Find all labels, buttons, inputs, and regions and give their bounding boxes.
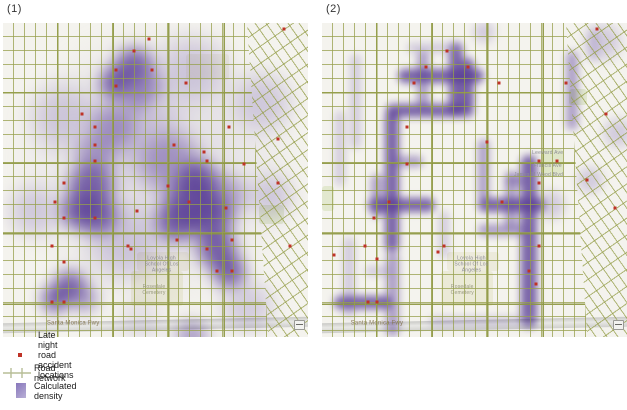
map-canvas-network-kde: Leeward Ave Francis Ave James M Wood Blvd L… [322,23,627,337]
accident-dot [50,300,54,304]
accident-dot [62,300,66,304]
accident-dot [175,238,179,242]
accident-dot [129,247,133,251]
accident-dot [442,244,446,248]
map-label: Loyola High School Of Los Angeles [454,255,489,274]
accident-dot [62,260,66,264]
map-canvas-planar-kde: Loyola High School Of Los Angeles Rosedal… [3,23,308,337]
accident-dot [147,37,151,41]
map-attribution-icon [294,320,305,330]
accident-dot [62,181,66,185]
panel-1-label: (1) [7,3,22,15]
accident-dot [613,206,617,210]
accident-dot [93,216,96,220]
accident-dot [595,27,598,31]
map-attribution-icon [613,320,624,330]
map-label: Santa Monica Fwy [350,320,404,327]
map-label: Santa Monica Fwy [46,320,100,327]
accident-dot [62,216,66,220]
accident-dot [93,143,96,147]
accident-dot [93,159,96,163]
panel-2-label: (2) [326,3,341,15]
road-network-grid [322,23,588,337]
accident-dot [405,125,409,129]
map-label: Leeward Ave [532,150,564,157]
map-panel-1: (1) Loyola High School Of Los Angeles Ros… [3,0,308,345]
accident-dot [412,81,415,85]
accident-dot [205,247,209,251]
accident-dot [242,162,246,166]
accident-dot [466,65,470,69]
accident-dot [202,150,206,154]
accident-dot [445,49,449,53]
accident-dot [50,244,54,248]
accident-dot [184,81,188,85]
road-network-grid [3,23,269,337]
road-network-swatch-icon [3,368,31,378]
accident-dot [276,137,279,141]
accident-dot [80,112,84,116]
accident-dot [332,253,336,257]
map-label: Rosedale Cemetery [450,283,474,296]
accident-dot [436,250,440,254]
legend: Late night road accident locations Road … [0,330,320,410]
map-panel-2: (2) Leeward Ave Francis Ave James M Wood B… [322,0,627,345]
accident-dot [537,181,541,185]
accident-dot [114,84,118,88]
accident-dot [282,27,286,31]
accident-dot [564,81,568,85]
accident-dot [93,125,96,129]
accident-dot [126,244,130,248]
accident-dot [537,159,541,163]
accident-dot [166,184,170,188]
accident-dot [604,112,608,116]
accident-dot [485,140,489,144]
accident-dot [132,49,136,53]
accident-dot [387,200,391,204]
accident-dot [366,300,370,304]
accident-dot [424,65,428,69]
accident-dot [497,81,501,85]
map-label: James M Wood Blvd [513,172,564,179]
accident-dot [230,238,234,242]
accident-dot [53,200,57,204]
accident-dot [405,162,409,166]
legend-label-density: Calculated density [34,381,77,401]
map-label: Rosedale Cemetery [142,283,166,296]
accident-dot [527,269,531,273]
accident-dot [375,257,379,260]
density-swatch [16,383,26,398]
accident-dot [114,68,118,72]
accident-dot [215,269,218,273]
accident-dot [135,209,139,213]
accident-point-swatch [18,353,22,357]
accident-dot [224,206,228,210]
legend-label-road-network: Road network [34,363,66,383]
accident-dot [288,244,292,248]
accident-dot [363,244,367,248]
accident-dot [585,178,589,182]
accident-dot [375,300,379,304]
accident-dot [205,159,209,163]
accident-dot [227,125,231,129]
accident-dot [534,282,537,286]
map-label: Loyola High School Of Los Angeles [144,255,179,274]
accident-dot [500,200,504,204]
map-label: Francis Ave [533,162,562,169]
accident-dot [150,68,154,72]
accident-dot [230,269,234,273]
accident-dot [276,181,279,185]
accident-dot [172,143,176,147]
accident-dot [187,200,191,204]
accident-dot [372,216,376,220]
legend-label-accidents: Late night road accident locations [38,330,74,380]
accident-dot [537,244,541,248]
accident-dot [555,159,559,163]
